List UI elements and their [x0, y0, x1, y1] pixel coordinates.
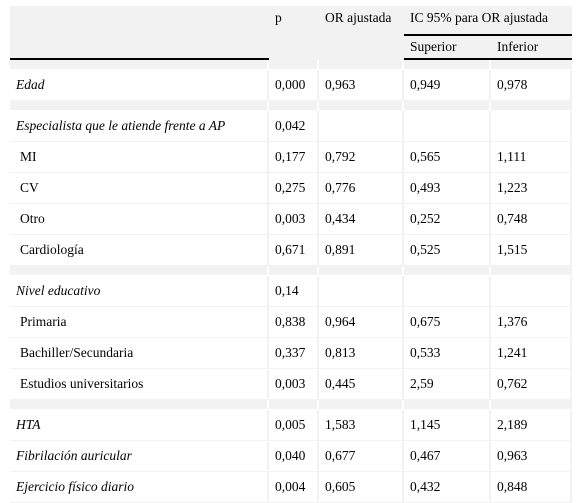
cell-or: 0,891: [319, 235, 404, 266]
odds-ratio-table: p OR ajustada IC 95% para OR ajustada Su…: [10, 6, 572, 503]
cell-superior: 0,493: [404, 173, 491, 204]
cell-p: 0,838: [269, 307, 319, 338]
cell-or: 1,583: [319, 410, 404, 441]
cell-p: 0,671: [269, 235, 319, 266]
cell-inferior: [491, 111, 572, 142]
cell-p: 0,004: [269, 472, 319, 503]
header-variable: [10, 6, 269, 60]
cell-superior: [404, 111, 491, 142]
row-label: Fibrilación auricular: [10, 441, 269, 472]
header-inferior: Inferior: [491, 36, 572, 60]
cell-superior: 1,145: [404, 410, 491, 441]
cell-inferior: 0,978: [491, 70, 572, 101]
header-superior: Superior: [404, 36, 491, 60]
cell-inferior: 0,848: [491, 472, 572, 503]
table-body: Edad 0,000 0,963 0,949 0,978 Especialist…: [10, 60, 572, 503]
table-row: Ejercicio físico diario 0,004 0,605 0,43…: [10, 472, 572, 503]
cell-or: 0,677: [319, 441, 404, 472]
cell-p: 0,000: [269, 70, 319, 101]
cell-p: 0,042: [269, 111, 319, 142]
row-label: Especialista que le atiende frente a AP: [10, 111, 269, 142]
cell-inferior: 1,241: [491, 338, 572, 369]
cell-or: 0,964: [319, 307, 404, 338]
spacer-row: [10, 400, 572, 410]
table-header: p OR ajustada IC 95% para OR ajustada Su…: [10, 6, 572, 60]
row-label: CV: [10, 173, 269, 204]
cell-or: 0,813: [319, 338, 404, 369]
cell-inferior: [491, 276, 572, 307]
spacer-row: [10, 101, 572, 111]
row-label: MI: [10, 142, 269, 173]
spacer-row: [10, 266, 572, 276]
cell-or: [319, 276, 404, 307]
cell-p: 0,005: [269, 410, 319, 441]
row-label: Cardiología: [10, 235, 269, 266]
cell-inferior: 0,748: [491, 204, 572, 235]
cell-p: 0,177: [269, 142, 319, 173]
cell-superior: 0,675: [404, 307, 491, 338]
cell-superior: 0,432: [404, 472, 491, 503]
cell-p: 0,14: [269, 276, 319, 307]
table-row: Especialista que le atiende frente a AP …: [10, 111, 572, 142]
table-row: MI 0,177 0,792 0,565 1,111: [10, 142, 572, 173]
header-p: p: [269, 6, 319, 60]
cell-p: 0,003: [269, 369, 319, 400]
cell-or: 0,445: [319, 369, 404, 400]
cell-superior: 0,252: [404, 204, 491, 235]
cell-p: 0,337: [269, 338, 319, 369]
cell-or: 0,605: [319, 472, 404, 503]
table-row: Otro 0,003 0,434 0,252 0,748: [10, 204, 572, 235]
cell-p: 0,275: [269, 173, 319, 204]
table-row: Fibrilación auricular 0,040 0,677 0,467 …: [10, 441, 572, 472]
header-ic95: IC 95% para OR ajustada: [404, 6, 572, 36]
table-row: Primaria 0,838 0,964 0,675 1,376: [10, 307, 572, 338]
table-row: HTA 0,005 1,583 1,145 2,189: [10, 410, 572, 441]
cell-superior: 0,525: [404, 235, 491, 266]
table-row: Cardiología 0,671 0,891 0,525 1,515: [10, 235, 572, 266]
cell-inferior: 1,376: [491, 307, 572, 338]
cell-or: 0,792: [319, 142, 404, 173]
cell-superior: 2,59: [404, 369, 491, 400]
cell-or: 0,434: [319, 204, 404, 235]
row-label: Bachiller/Secundaria: [10, 338, 269, 369]
row-label: Primaria: [10, 307, 269, 338]
cell-superior: 0,533: [404, 338, 491, 369]
cell-inferior: 1,515: [491, 235, 572, 266]
cell-superior: 0,949: [404, 70, 491, 101]
cell-inferior: 0,762: [491, 369, 572, 400]
row-label: Edad: [10, 70, 269, 101]
cell-inferior: 1,223: [491, 173, 572, 204]
cell-superior: [404, 276, 491, 307]
table-row: Bachiller/Secundaria 0,337 0,813 0,533 1…: [10, 338, 572, 369]
cell-or: 0,776: [319, 173, 404, 204]
header-or-ajustada: OR ajustada: [319, 6, 404, 60]
spacer-row: [10, 60, 572, 70]
table-row: CV 0,275 0,776 0,493 1,223: [10, 173, 572, 204]
cell-inferior: 1,111: [491, 142, 572, 173]
table-row: Estudios universitarios 0,003 0,445 2,59…: [10, 369, 572, 400]
cell-inferior: 2,189: [491, 410, 572, 441]
cell-or: [319, 111, 404, 142]
row-label: Estudios universitarios: [10, 369, 269, 400]
table-row: Nivel educativo 0,14: [10, 276, 572, 307]
row-label: Nivel educativo: [10, 276, 269, 307]
cell-p: 0,040: [269, 441, 319, 472]
row-label: HTA: [10, 410, 269, 441]
cell-superior: 0,467: [404, 441, 491, 472]
cell-inferior: 0,963: [491, 441, 572, 472]
table-row: Edad 0,000 0,963 0,949 0,978: [10, 70, 572, 101]
row-label: Ejercicio físico diario: [10, 472, 269, 503]
cell-or: 0,963: [319, 70, 404, 101]
cell-superior: 0,565: [404, 142, 491, 173]
cell-p: 0,003: [269, 204, 319, 235]
row-label: Otro: [10, 204, 269, 235]
